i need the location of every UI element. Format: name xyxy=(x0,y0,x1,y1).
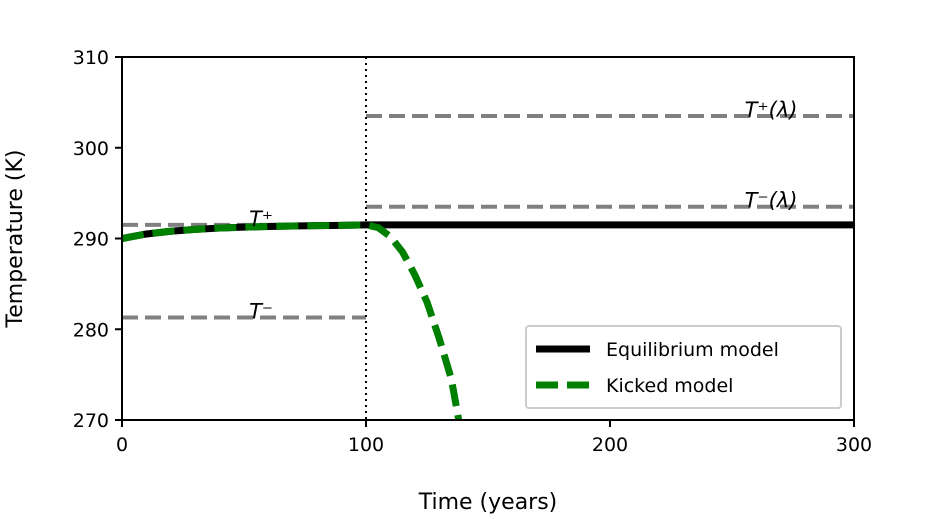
reference-annotations: T⁺ T⁻ T⁺(λ) T⁻(λ) xyxy=(249,98,797,323)
y-axis-label: Temperature (K) xyxy=(3,150,28,329)
x-tick-label: 100 xyxy=(348,434,384,456)
x-tick-label: 300 xyxy=(836,434,872,456)
x-axis-label: Time (years) xyxy=(418,490,558,515)
reference-annotation-4: T⁻(λ) xyxy=(745,189,798,213)
series-kicked-model xyxy=(122,221,463,420)
y-tick-label: 300 xyxy=(73,138,109,160)
reference-annotation-1: T⁺ xyxy=(249,207,273,231)
legend-box xyxy=(525,325,842,409)
y-tick-label: 310 xyxy=(73,47,109,69)
reference-lines xyxy=(122,113,854,320)
axis-ticks: 0 100 200 300 270 280 290 300 310 xyxy=(73,47,872,456)
x-tick-label: 0 xyxy=(116,434,128,456)
y-tick-label: 270 xyxy=(73,410,109,432)
x-tick-label: 200 xyxy=(592,434,628,456)
reference-annotation-2: T⁻ xyxy=(249,299,273,323)
y-tick-label: 290 xyxy=(73,229,109,251)
legend-label-equilibrium-model: Equilibrium model xyxy=(606,339,779,361)
series-lines xyxy=(122,221,854,420)
reference-annotation-3: T⁺(λ) xyxy=(745,98,798,122)
y-tick-label: 280 xyxy=(73,319,109,341)
legend: Equilibrium model Kicked model xyxy=(525,325,842,409)
legend-label-kicked-model: Kicked model xyxy=(606,375,733,397)
